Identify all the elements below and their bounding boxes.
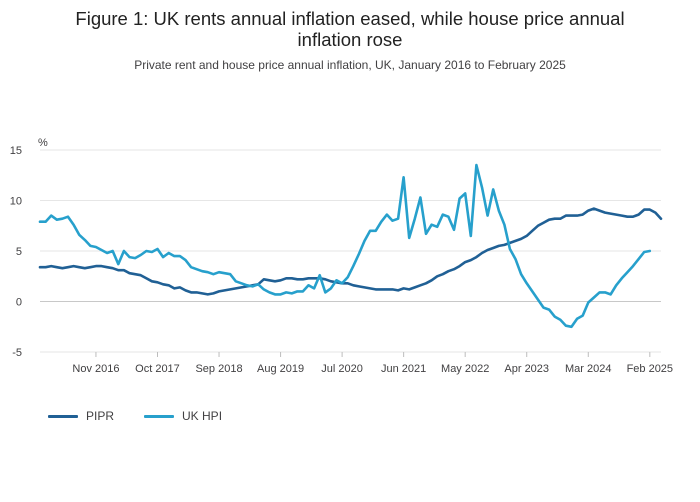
x-tick-label: May 2022	[441, 363, 489, 375]
x-tick-label: Nov 2016	[72, 363, 119, 375]
y-tick-label: 0	[16, 297, 22, 309]
x-tick-label: Apr 2023	[504, 363, 549, 375]
legend-item-uk-hpi[interactable]: UK HPI	[144, 409, 222, 423]
x-tick-label: Aug 2019	[257, 363, 304, 375]
series-line-uk-hpi[interactable]	[38, 163, 652, 329]
legend-item-pipr[interactable]: PIPR	[48, 409, 114, 423]
chart-title-line2: inflation rose	[297, 29, 403, 50]
x-tick-label: Sep 2018	[195, 363, 242, 375]
x-axis: Nov 2016 Oct 2017 Sep 2018 Aug 2019 Jul 2020…	[72, 352, 673, 375]
legend-swatch-uk-hpi	[144, 414, 175, 418]
chart-title: Figure 1: UK rents annual inflation ease…	[0, 8, 700, 50]
legend: PIPR UK HPI	[48, 409, 252, 423]
chart-subtitle: Private rent and house price annual infl…	[134, 58, 566, 72]
y-tick-label: -5	[12, 347, 22, 359]
legend-label-uk-hpi: UK HPI	[182, 409, 223, 423]
y-tick-label: 15	[10, 145, 22, 157]
series-lines	[38, 163, 663, 329]
y-tick-label: 5	[16, 246, 22, 258]
y-axis: -5 0 5 10 15	[10, 145, 22, 359]
x-tick-label: Oct 2017	[135, 363, 180, 375]
legend-swatch-pipr	[48, 414, 78, 418]
gridlines	[40, 149, 661, 353]
x-tick-label: Jun 2021	[381, 363, 426, 375]
legend-label-pipr: PIPR	[86, 409, 115, 423]
x-tick-label: Feb 2025	[627, 363, 673, 375]
y-tick-label: 10	[10, 196, 22, 208]
y-axis-unit-label: %	[38, 137, 48, 149]
chart-title-line1: Figure 1: UK rents annual inflation ease…	[75, 8, 625, 29]
series-line-pipr[interactable]	[38, 207, 663, 296]
x-tick-label: Mar 2024	[565, 363, 611, 375]
x-tick-label: Jul 2020	[321, 363, 363, 375]
